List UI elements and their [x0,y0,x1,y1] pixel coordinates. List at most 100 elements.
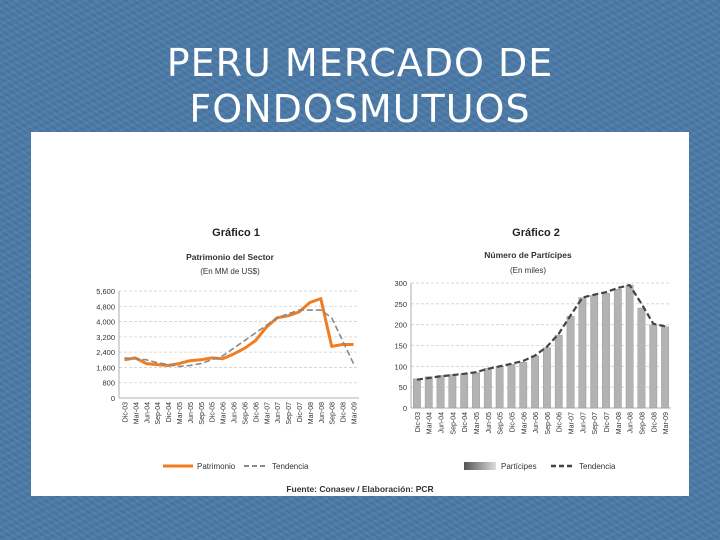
x-tick-label: Mar-08 [616,412,623,434]
bar-participes [531,355,539,409]
x-tick-label: Dic-04 [166,402,173,422]
bar-participes [649,324,658,409]
x-tick-label: Jun-05 [486,412,493,434]
x-tick-label: Sep-04 [155,402,162,425]
y-tick-label: 100 [394,362,407,371]
x-tick-label: Jun-07 [275,402,282,424]
bar-participes [436,375,445,409]
bar-participes [543,347,551,409]
bar-participes [566,316,575,409]
x-tick-label: Dic-08 [651,412,658,432]
x-tick-label: Dic-08 [341,402,348,422]
y-tick-label: 1,600 [96,363,115,372]
source-note: Fuente: Conasev / Elaboración: PCR [286,484,433,494]
chart1-legend: Patrimonio Tendencia [163,462,309,471]
x-tick-label: Dic-05 [509,412,516,432]
x-tick-label: Jun-06 [533,412,540,434]
bar-participes [507,364,516,409]
bar-participes [578,297,587,409]
x-tick-label: Jun-08 [319,402,326,424]
series-line-tendencia [124,309,355,368]
y-tick-label: 0 [111,394,115,403]
bar-participes [637,307,646,409]
legend-patrimonio-label: Patrimonio [197,462,236,471]
bar-participes [460,373,469,409]
slide-title-line-2: FONDOSMUTUOS [189,87,531,131]
x-tick-label: Mar-05 [474,412,481,434]
chart2-unit-note: (En miles) [510,266,546,275]
slide-title: PERU MERCADO DE FONDOSMUTUOS [0,40,720,132]
legend-tendencia2-label: Tendencia [579,462,616,471]
legend-tendencia-label: Tendencia [272,462,309,471]
x-tick-label: Sep-08 [330,402,337,425]
x-tick-label: Sep-06 [545,412,552,435]
x-tick-label: Sep-08 [639,412,646,435]
x-tick-label: Sep-05 [199,402,206,425]
chart2-legend: Partícipes Tendencia [464,462,616,471]
x-tick-label: Jun-04 [439,412,446,434]
y-tick-label: 250 [394,300,407,309]
bar-participes [495,366,504,409]
x-tick-label: Sep-04 [450,412,457,435]
x-tick-label: Jun-07 [580,412,587,434]
x-tick-label: Dic-04 [462,412,469,432]
y-tick-label: 0 [403,404,407,413]
x-tick-label: Sep-06 [242,402,249,425]
x-tick-label: Dic-05 [210,402,217,422]
x-tick-label: Dic-07 [604,412,611,432]
chart1: 5,600 4,800 4,000 3,200 2,400 1,600 800 0 Dic-03… [96,287,359,425]
y-tick-label: 4,000 [96,318,115,327]
y-tick-label: 300 [394,279,407,288]
chart2: 300 250 200 150 100 50 0 Dic-03 Mar-04 Jun-04 Sep-… [394,279,671,435]
y-tick-label: 2,400 [96,348,115,357]
x-tick-label: Jun-04 [144,402,151,424]
legend-participes-swatch [464,462,496,470]
x-tick-label: Dic-07 [297,402,304,422]
x-tick-label: Mar-09 [663,412,670,434]
y-tick-label: 150 [394,342,407,351]
bar-participes [590,295,599,409]
chart1-subtitle: Patrimonio del Sector [186,252,275,262]
x-tick-label: Mar-04 [133,402,140,424]
x-tick-label: Mar-09 [352,402,359,424]
bar-participes [602,293,610,409]
bar-participes [613,289,622,409]
x-tick-label: Mar-06 [221,402,228,424]
x-tick-label: Sep-07 [592,412,599,435]
bar-participes [472,372,480,409]
x-tick-label: Mar-08 [308,402,315,424]
y-tick-label: 3,200 [96,333,115,342]
bar-participes [413,378,421,409]
charts-svg: Gráfico 1 Patrimonio del Sector (En MM d… [96,227,671,494]
bar-participes [483,368,492,409]
chart2-title: Gráfico 2 [512,227,560,239]
chart2-subtitle: Número de Partícipes [484,250,572,260]
y-tick-label: 200 [394,321,407,330]
x-tick-label: Dic-03 [415,412,422,432]
x-tick-label: Jun-05 [188,402,195,424]
x-tick-label: Sep-05 [498,412,505,435]
x-tick-label: Dic-06 [253,402,260,422]
series-line-tendencia [416,284,666,381]
bar-participes [424,376,433,409]
x-tick-label: Sep-07 [286,402,293,425]
x-tick-label: Mar-04 [427,412,434,434]
x-tick-label: Dic-06 [557,412,564,432]
bar-participes [519,361,528,409]
y-tick-label: 800 [102,379,115,388]
chart1-unit-note: (En MM de US$) [200,267,260,276]
bar-participes [625,284,634,409]
series-line-patrimonio [124,297,354,367]
y-tick-label: 50 [399,383,407,392]
x-tick-label: Jun-08 [628,412,635,434]
chart1-title: Gráfico 1 [212,227,260,239]
x-tick-label: Mar-07 [264,402,271,424]
legend-participes-label: Partícipes [501,462,537,471]
x-tick-label: Mar-07 [569,412,576,434]
bar-participes [661,326,669,409]
bar-participes [554,334,563,409]
x-tick-label: Jun-06 [232,402,239,424]
x-tick-label: Mar-05 [177,402,184,424]
y-tick-label: 5,600 [96,287,115,296]
y-tick-label: 4,800 [96,302,115,311]
